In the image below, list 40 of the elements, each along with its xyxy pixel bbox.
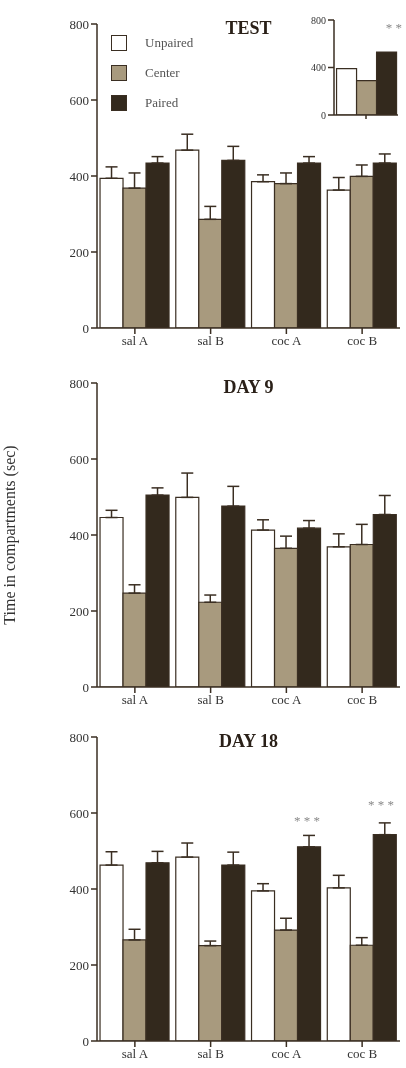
- y-tick-label: 200: [69, 957, 89, 973]
- y-tick-label: 400: [69, 168, 89, 184]
- y-tick-label: 200: [69, 603, 89, 619]
- y-tick-label: 0: [82, 679, 89, 695]
- x-tick-label: sal B: [197, 333, 225, 349]
- y-tick-label: 200: [69, 244, 89, 260]
- y-tick-label: 400: [69, 527, 89, 543]
- annotation: * * *: [294, 813, 320, 829]
- y-tick-label: 600: [69, 805, 89, 821]
- y-tick-label: 400: [311, 62, 326, 74]
- y-tick-label: 400: [69, 881, 89, 897]
- y-tick-label: 0: [321, 109, 326, 121]
- chart-title: TEST: [225, 18, 272, 38]
- legend-label: Unpaired: [145, 35, 194, 51]
- y-tick-label: 600: [69, 451, 89, 467]
- y-tick-label: 800: [69, 375, 89, 391]
- x-tick-label: coc A: [271, 333, 302, 349]
- annotation: * *: [385, 20, 402, 36]
- y-tick-label: 0: [82, 1033, 89, 1049]
- y-axis-title: Time in compartments (sec): [0, 445, 19, 625]
- x-tick-label: coc B: [347, 692, 378, 708]
- chart-title: DAY 18: [217, 731, 280, 752]
- chart-title: DAY 9: [222, 377, 275, 398]
- y-tick-label: 800: [311, 14, 326, 26]
- x-tick-label: sal A: [121, 692, 149, 708]
- legend-label: Paired: [145, 95, 179, 111]
- x-tick-label: coc B: [347, 1046, 378, 1062]
- annotation: * * *: [368, 797, 394, 813]
- y-tick-label: 0: [82, 320, 89, 336]
- y-tick-label: 800: [69, 729, 89, 745]
- x-tick-label: sal B: [197, 692, 225, 708]
- x-tick-label: coc A: [271, 1046, 302, 1062]
- x-tick-label: coc A: [271, 692, 302, 708]
- x-tick-label: sal A: [121, 333, 149, 349]
- x-tick-label: sal A: [121, 1046, 149, 1062]
- legend-label: Center: [145, 65, 180, 81]
- x-tick-label: coc B: [347, 333, 378, 349]
- y-tick-label: 600: [69, 92, 89, 108]
- x-tick-label: sal B: [197, 1046, 225, 1062]
- y-tick-label: 800: [69, 16, 89, 32]
